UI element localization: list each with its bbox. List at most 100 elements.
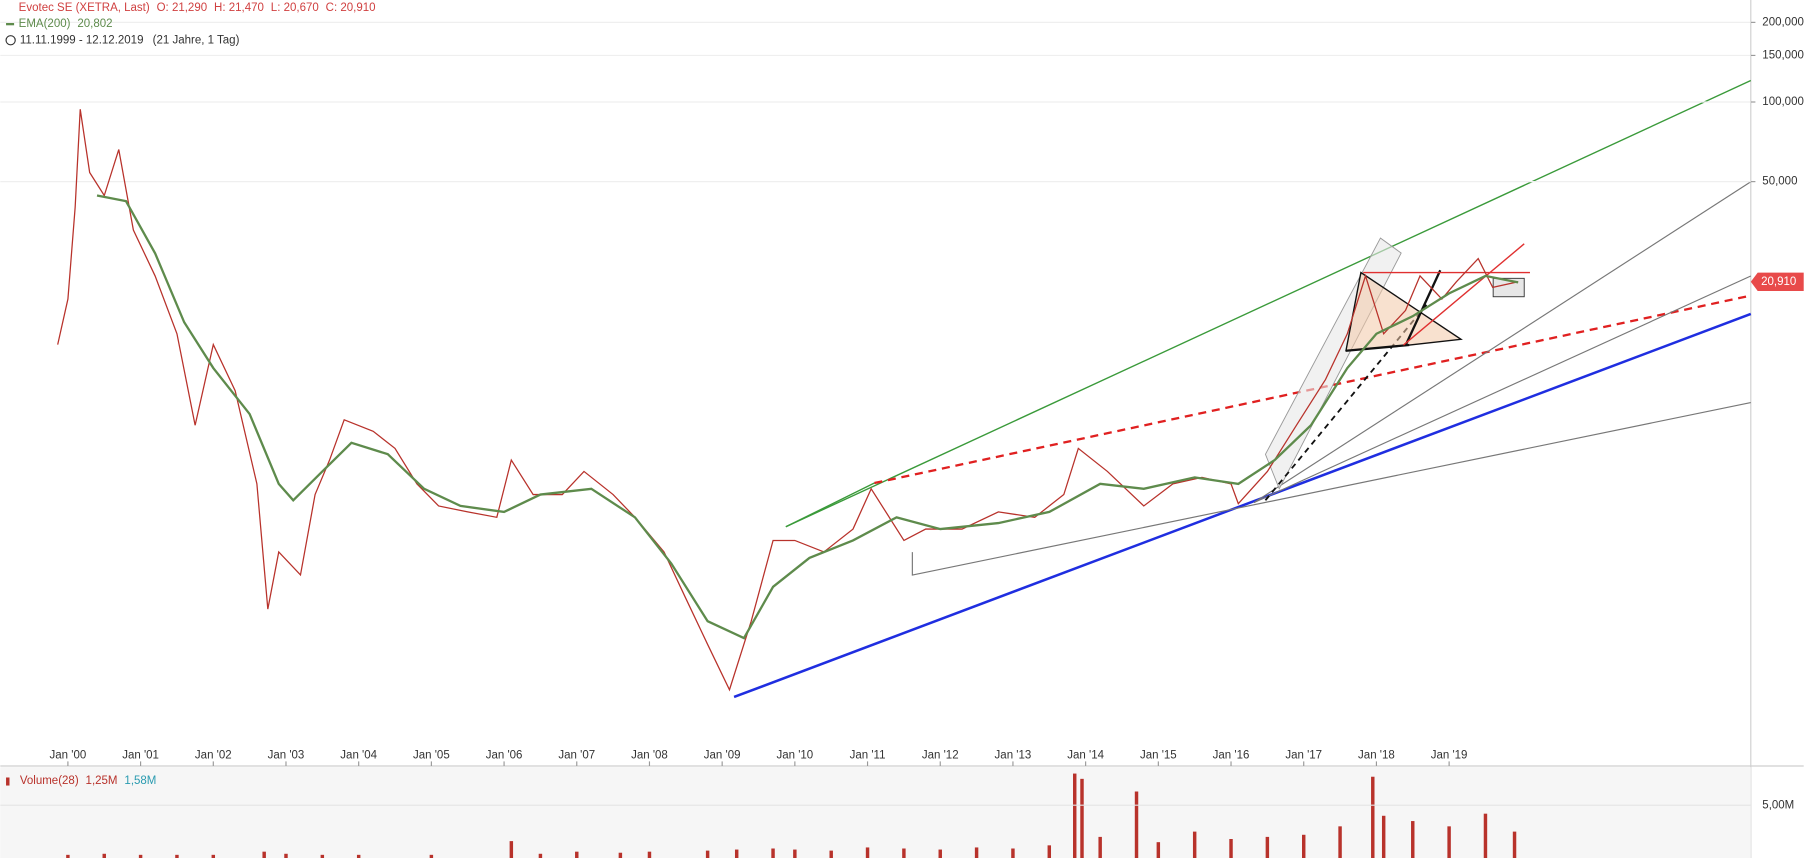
price-tag-label: 20,910 — [1761, 276, 1796, 288]
legend-ema: EMA(200) 20,802 — [19, 18, 113, 30]
volume-bar — [974, 847, 979, 858]
y-tick-label: 150,000 — [1762, 49, 1804, 61]
volume-bar — [793, 849, 797, 858]
x-tick-label: Jan '17 — [1285, 750, 1322, 762]
x-tick-label: Jan '06 — [486, 750, 523, 762]
x-tick-label: Jan '13 — [995, 750, 1032, 762]
x-tick-label: Jan '02 — [195, 750, 232, 762]
volume-bar — [1134, 791, 1139, 858]
ohlc: H: 21,470 — [214, 2, 264, 14]
volume-bar — [1301, 834, 1306, 858]
x-tick-label: Jan '14 — [1067, 750, 1104, 762]
trend-line — [1253, 181, 1752, 504]
y-tick-label: 200,000 — [1762, 16, 1804, 28]
legend-value: 1,58M — [124, 775, 156, 787]
x-tick-label: Jan '09 — [704, 750, 741, 762]
x-tick-label: Jan '08 — [631, 750, 668, 762]
volume-bar — [734, 849, 739, 858]
volume-bar — [1411, 821, 1415, 858]
x-tick-label: Jan '05 — [413, 750, 450, 762]
trend-line — [1253, 275, 1752, 504]
trend-line — [733, 312, 1752, 699]
volume-bar — [138, 854, 143, 858]
x-tick-label: Jan '11 — [850, 750, 886, 762]
legend-volume: Volume(28) 1,25M 1,58M — [20, 775, 157, 787]
trend-line — [911, 401, 1751, 576]
volume-bar — [938, 849, 942, 858]
trend-line — [785, 79, 1752, 528]
volume-bar — [1047, 845, 1052, 858]
y-tick-label: 100,000 — [1762, 96, 1804, 108]
volume-bar — [262, 851, 266, 858]
volume-bar — [618, 852, 623, 858]
volume-bar — [902, 848, 906, 858]
volume-bar — [1192, 831, 1197, 858]
volume-bar — [1073, 773, 1077, 858]
volume-bar — [538, 853, 543, 858]
volume-bar — [829, 850, 833, 858]
legend-price: Evotec SE (XETRA, Last) O: 21,290 H: 21,47… — [19, 2, 376, 14]
volume-bar — [284, 853, 288, 858]
volume-bar — [102, 853, 106, 858]
legend-value: 1,25M — [86, 775, 118, 787]
volume-bar — [1338, 826, 1342, 858]
ema-line — [96, 194, 1519, 640]
x-tick-label: Jan '19 — [1431, 750, 1468, 762]
legend-value: 20,802 — [77, 18, 112, 30]
volume-bar — [356, 854, 361, 858]
volume-bar — [429, 854, 434, 858]
x-tick-label: Jan '16 — [1213, 750, 1250, 762]
x-tick-label: Jan '18 — [1358, 750, 1395, 762]
volume-bar — [1156, 842, 1161, 858]
volume-bar — [320, 854, 325, 858]
volume-bar — [575, 851, 579, 858]
volume-bar — [647, 851, 652, 858]
volume-bar — [1080, 778, 1084, 858]
volume-panel — [0, 767, 1751, 858]
y-tick-label: 50,000 — [1762, 176, 1797, 188]
trend-line — [1345, 343, 1410, 352]
volume-bar — [1011, 848, 1015, 858]
x-tick-label: Jan '04 — [340, 750, 377, 762]
x-tick-label: Jan '01 — [122, 750, 159, 762]
x-tick-label: Jan '03 — [268, 750, 305, 762]
x-tick-label: Jan '15 — [1140, 750, 1177, 762]
ohlc: O: 21,290 — [157, 2, 208, 14]
x-tick-label: Jan '12 — [922, 750, 959, 762]
legend-swatch — [6, 777, 10, 786]
x-tick-label: Jan '00 — [50, 750, 87, 762]
volume-bar — [705, 850, 710, 858]
period-note: (21 Jahre, 1 Tag) — [153, 34, 240, 46]
volume-bar — [771, 848, 775, 858]
marks: 50,000 100,000 150,000 200,000 Jan '00 Jan '0… — [0, 16, 1804, 858]
volume-bar — [1512, 831, 1517, 858]
price-tag — [1750, 272, 1804, 291]
period: 11.11.1999 - 12.12.2019 (21 Jahre, 1 Tag) — [20, 34, 240, 46]
x-tick-label: Jan '07 — [558, 750, 595, 762]
x-tick-label: Jan '10 — [776, 750, 813, 762]
legend-name: Evotec SE (XETRA, Last) — [19, 2, 150, 14]
trend-line — [785, 482, 875, 528]
volume-bar — [1447, 826, 1451, 858]
ohlc: C: 20,910 — [326, 2, 376, 14]
trend-line — [1404, 269, 1442, 346]
volume-bar — [1381, 815, 1386, 858]
legend-name: Volume(28) — [20, 775, 79, 787]
volume-bar — [211, 854, 216, 858]
volume-bar — [1098, 836, 1102, 858]
volume-bar — [1371, 776, 1375, 858]
volume-bar — [865, 847, 870, 858]
volume-bar — [1229, 839, 1233, 858]
clock-icon — [5, 35, 16, 46]
volume-bar — [66, 854, 70, 858]
price-line — [57, 109, 1519, 692]
ohlc: L: 20,670 — [271, 2, 319, 14]
y-tick-label: 5,00M — [1762, 799, 1794, 811]
period-range: 11.11.1999 - 12.12.2019 — [20, 34, 144, 46]
volume-bar — [509, 841, 514, 858]
legend-name: EMA(200) — [19, 18, 71, 30]
volume-bar — [1265, 836, 1270, 858]
